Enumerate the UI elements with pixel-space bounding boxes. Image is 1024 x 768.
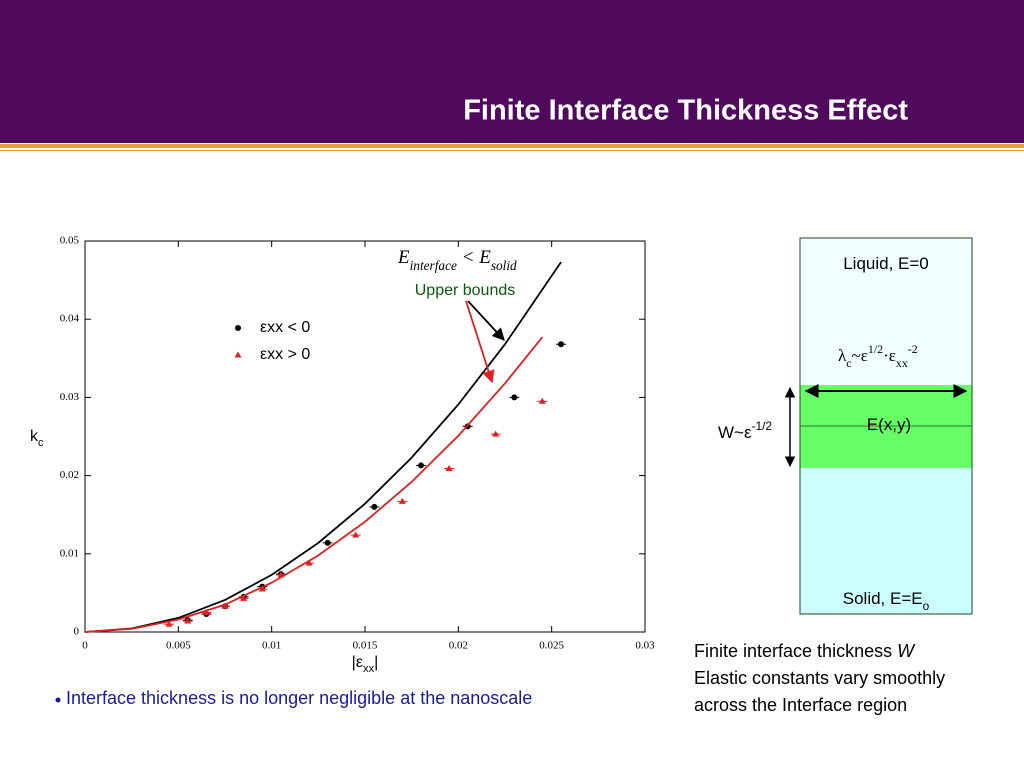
text-segment: Elastic constants vary smoothly [694, 668, 945, 688]
y-tick-label: 0.02 [60, 469, 79, 481]
y-tick-label: 0.04 [60, 313, 80, 325]
liquid-label: Liquid, E=0 [843, 254, 929, 273]
arrow-red [465, 300, 495, 384]
x-tick-label: 0.015 [353, 640, 378, 652]
caption-line: across the Interface region [694, 695, 907, 715]
curve [84, 336, 544, 633]
width-label: W~ε-1/2 [718, 419, 772, 442]
lambda-label: λc~ε1/2·εxx-2 [838, 342, 918, 370]
marker [352, 531, 360, 538]
slide-title: Finite Interface Thickness Effect [463, 95, 908, 127]
legend-entry: εxx < 0 [260, 319, 310, 336]
marker [324, 539, 331, 546]
marker [240, 594, 248, 601]
plot-frame [84, 240, 646, 633]
marker [511, 394, 518, 401]
caption-line: Finite interface thickness W [694, 641, 916, 661]
marker [371, 503, 378, 510]
caption-line: Elastic constants vary smoothly [694, 668, 945, 688]
y-tick-label: 0 [74, 626, 80, 638]
marker [398, 497, 406, 504]
bounds-annotation: Upper bounds [415, 282, 516, 299]
plot: 0 0.005 0.01 0.015 0.02 0.025 0.03 0 0.01 0.02 0.0… [60, 235, 655, 652]
y-tick-label: 0.05 [60, 235, 80, 247]
header-rule [0, 144, 1024, 148]
text-segment: xx [896, 356, 908, 370]
text-segment: -1/2 [752, 419, 773, 433]
curve [84, 261, 562, 633]
text-segment: erface [424, 258, 457, 273]
legend-marker [235, 325, 241, 331]
text-segment: E(x,y) [867, 415, 911, 434]
text-segment: |ε [352, 654, 363, 671]
legend-marker [234, 351, 242, 358]
text-segment: W [897, 641, 916, 661]
text-segment: E [397, 247, 410, 268]
text-segment: W~ε [718, 423, 752, 442]
liquid-region [800, 238, 972, 385]
marker [305, 559, 313, 566]
text-segment: ~ε [852, 346, 868, 365]
text-segment: c [846, 356, 851, 370]
text-segment: ·ε [883, 346, 896, 365]
marker [538, 397, 546, 404]
y-tick-label: 0.03 [60, 391, 80, 403]
x-tick-label: 0 [82, 640, 88, 652]
marker [221, 602, 229, 609]
marker [258, 585, 266, 592]
solid-region [800, 468, 972, 614]
text-segment: < E [457, 247, 491, 268]
marker [202, 608, 210, 615]
text-segment: c [38, 437, 44, 449]
x-tick-label: 0.025 [539, 640, 564, 652]
marker [165, 620, 173, 627]
x-tick-label: 0.005 [166, 640, 191, 652]
bullet-text: Interface thickness is no longer negligi… [66, 688, 532, 708]
text-segment: xx [363, 663, 375, 675]
text-segment: Finite interface thickness [694, 641, 897, 661]
x-tick-label: 0.02 [449, 640, 468, 652]
header-rule-thin [0, 150, 1024, 151]
marker [445, 465, 453, 472]
x-tick-label: 0.03 [635, 640, 655, 652]
text-segment: | [374, 654, 378, 671]
marker [558, 341, 564, 348]
interface-label: E(x,y) [867, 415, 911, 434]
text-segment: -2 [908, 342, 918, 356]
formula-annotation: Einterface < Esolid [397, 247, 517, 272]
header-band [0, 0, 1024, 143]
marker [492, 430, 500, 437]
text-segment: 1/2 [868, 342, 883, 356]
text-segment: Liquid, E=0 [843, 254, 929, 273]
text-segment: λ [838, 346, 847, 365]
text-segment: solid [491, 258, 517, 273]
y-tick-label: 0.01 [60, 547, 79, 559]
text-segment: Solid, E=E [843, 589, 923, 608]
x-axis-label: |εxx| [352, 654, 379, 675]
x-tick-label: 0.01 [262, 640, 281, 652]
arrow-black [467, 300, 505, 341]
y-axis-label: kc [30, 428, 44, 449]
text-segment: o [923, 599, 930, 613]
solid-label: Solid, E=Eo [843, 589, 930, 613]
legend-entry: εxx > 0 [260, 346, 310, 363]
marker [418, 462, 424, 469]
text-segment: across the Interface region [694, 695, 907, 715]
caption: Finite interface thickness W Elastic cons… [694, 641, 945, 715]
text-segment: int [410, 258, 424, 273]
marker [184, 617, 192, 624]
bullet-dot [55, 697, 61, 703]
text-segment: k [30, 428, 39, 445]
